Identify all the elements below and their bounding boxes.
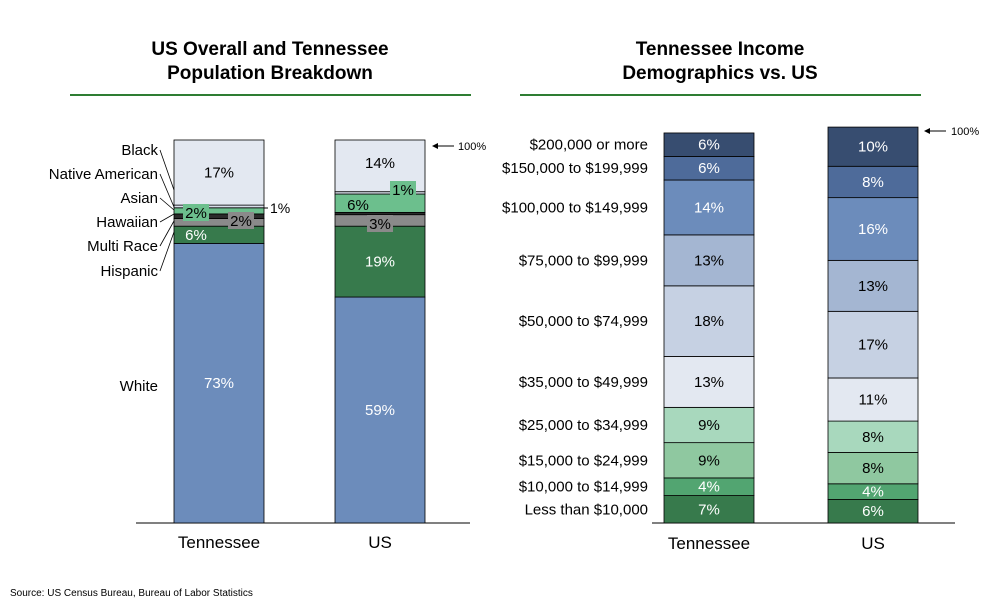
label-tennessee-multi-race: 2% [230, 213, 252, 230]
legend-200-000-or-more: $200,000 or more [530, 137, 648, 154]
legend-10-000-to-14-999: $10,000 to $14,999 [519, 479, 648, 496]
label-us-25-000-to-34-999: 8% [862, 429, 884, 446]
left-category-us: US [368, 533, 392, 552]
bar-segment-us-35-000-to-49-999 [827, 377, 919, 422]
legend-hispanic: Hispanic [100, 263, 158, 280]
source-note: Source: US Census Bureau, Bureau of Labo… [10, 588, 253, 599]
legend-35-000-to-49-999: $35,000 to $49,999 [519, 374, 648, 391]
label-us-white: 59% [365, 402, 395, 419]
label-tennessee-asian: 2% [185, 205, 207, 222]
label-tennessee-white: 73% [204, 375, 234, 392]
bar-segment-tennessee-15-000-to-24-999 [663, 442, 755, 479]
bar-segment-us-15-000-to-24-999 [827, 452, 919, 485]
label-tennessee-150-000-to-199-999: 6% [698, 160, 720, 177]
bar-segment-us-200-000-or-more [827, 126, 919, 167]
bar-segment-tennessee-100-000-to-149-999 [663, 179, 755, 236]
left-category-tennessee: Tennessee [178, 533, 260, 552]
right-title-line1: Tennessee Income [635, 39, 805, 60]
leader-hispanic [159, 231, 175, 272]
label-us-100-000-to-149-999: 16% [858, 221, 888, 238]
left-title-line2: Population Breakdown [167, 63, 373, 84]
leader-black [159, 149, 175, 191]
label-us-150-000-to-199-999: 8% [862, 174, 884, 191]
label-us-hispanic: 19% [365, 254, 395, 271]
leader-multi-race [159, 220, 175, 247]
label-us-15-000-to-24-999: 8% [862, 460, 884, 477]
left-title-rule [70, 94, 471, 96]
label-tennessee-50-000-to-74-999: 18% [694, 313, 724, 330]
leader-asian [159, 197, 175, 211]
legend-150-000-to-199-999: $150,000 to $199,999 [502, 160, 648, 177]
right-category-us: US [861, 534, 885, 553]
bar-segment-tennessee-less-than-10-000 [663, 495, 755, 524]
legend-black: Black [121, 142, 158, 159]
bar-segment-tennessee-75-000-to-99-999 [663, 234, 755, 287]
bar-segment-tennessee-black [173, 139, 265, 206]
right-100-marker-arrow [924, 128, 930, 134]
bar-segment-us-100-000-to-149-999 [827, 197, 919, 261]
label-tennessee-100-000-to-149-999: 14% [694, 199, 724, 216]
bar-segment-tennessee-25-000-to-34-999 [663, 406, 755, 444]
legend-less-than-10-000: Less than $10,000 [525, 501, 648, 518]
label-tennessee-35-000-to-49-999: 13% [694, 374, 724, 391]
label-tennessee-asian-box [183, 204, 209, 221]
legend-multi-race: Multi Race [87, 238, 158, 255]
label-tennessee-hispanic: 6% [185, 227, 207, 244]
legend-50-000-to-74-999: $50,000 to $74,999 [519, 313, 648, 330]
label-us-75-000-to-99-999: 13% [858, 278, 888, 295]
bar-segment-tennessee-35-000-to-49-999 [663, 355, 755, 408]
legend-native-american: Native American [49, 166, 158, 183]
label-us-10-000-to-14-999: 4% [862, 484, 884, 501]
label-us-50-000-to-74-999: 17% [858, 337, 888, 354]
label-us-less-than-10-000: 6% [862, 503, 884, 520]
label-us-black: 14% [365, 155, 395, 172]
leader-native-american [159, 173, 175, 208]
leader-hawaiian [159, 213, 175, 223]
label-tennessee-multi-race-box [228, 212, 254, 229]
label-us-native-american: 1% [392, 182, 414, 199]
label-tennessee-less-than-10-000: 7% [698, 501, 720, 518]
right-100-marker-label: 100% [951, 126, 979, 138]
left-100-marker-arrow [432, 143, 438, 149]
bar-segment-tennessee-white [173, 243, 265, 524]
label-tennessee-15-000-to-24-999: 9% [698, 452, 720, 469]
left-chart-title: US Overall and Tennessee Population Brea… [70, 38, 470, 86]
bar-segment-us-hispanic [334, 225, 426, 298]
legend-25-000-to-34-999: $25,000 to $34,999 [519, 417, 648, 434]
label-tennessee-black: 17% [204, 165, 234, 182]
right-chart-title: Tennessee Income Demographics vs. US [520, 38, 920, 86]
label-us-multi-race-box [367, 215, 393, 232]
label-tennessee-75-000-to-99-999: 13% [694, 252, 724, 269]
left-title-line1: US Overall and Tennessee [151, 39, 389, 60]
legend-75-000-to-99-999: $75,000 to $99,999 [519, 252, 648, 269]
label-tennessee-25-000-to-34-999: 9% [698, 417, 720, 434]
legend-white: White [120, 378, 158, 395]
label-us-35-000-to-49-999: 11% [859, 392, 888, 409]
bar-segment-tennessee-50-000-to-74-999 [663, 285, 755, 357]
bar-segment-us-75-000-to-99-999 [827, 259, 919, 312]
right-title-rule [520, 94, 921, 96]
label-us-multi-race: 3% [369, 216, 391, 233]
left-100-marker-label: 100% [458, 141, 486, 153]
legend-hawaiian: Hawaiian [96, 214, 158, 231]
legend-100-000-to-149-999: $100,000 to $149,999 [502, 199, 648, 216]
label-tennessee-native-american: 1% [270, 200, 290, 216]
label-us-native-american-box [390, 181, 416, 198]
label-tennessee-200-000-or-more: 6% [698, 137, 720, 154]
legend-asian: Asian [120, 190, 158, 207]
right-title-line2: Demographics vs. US [622, 63, 818, 84]
bar-segment-tennessee-200-000-or-more [663, 132, 755, 157]
right-category-tennessee: Tennessee [668, 534, 750, 553]
label-us-200-000-or-more: 10% [858, 139, 888, 156]
legend-15-000-to-24-999: $15,000 to $24,999 [519, 452, 648, 469]
label-us-asian: 6% [347, 197, 369, 214]
label-tennessee-10-000-to-14-999: 4% [698, 479, 720, 496]
